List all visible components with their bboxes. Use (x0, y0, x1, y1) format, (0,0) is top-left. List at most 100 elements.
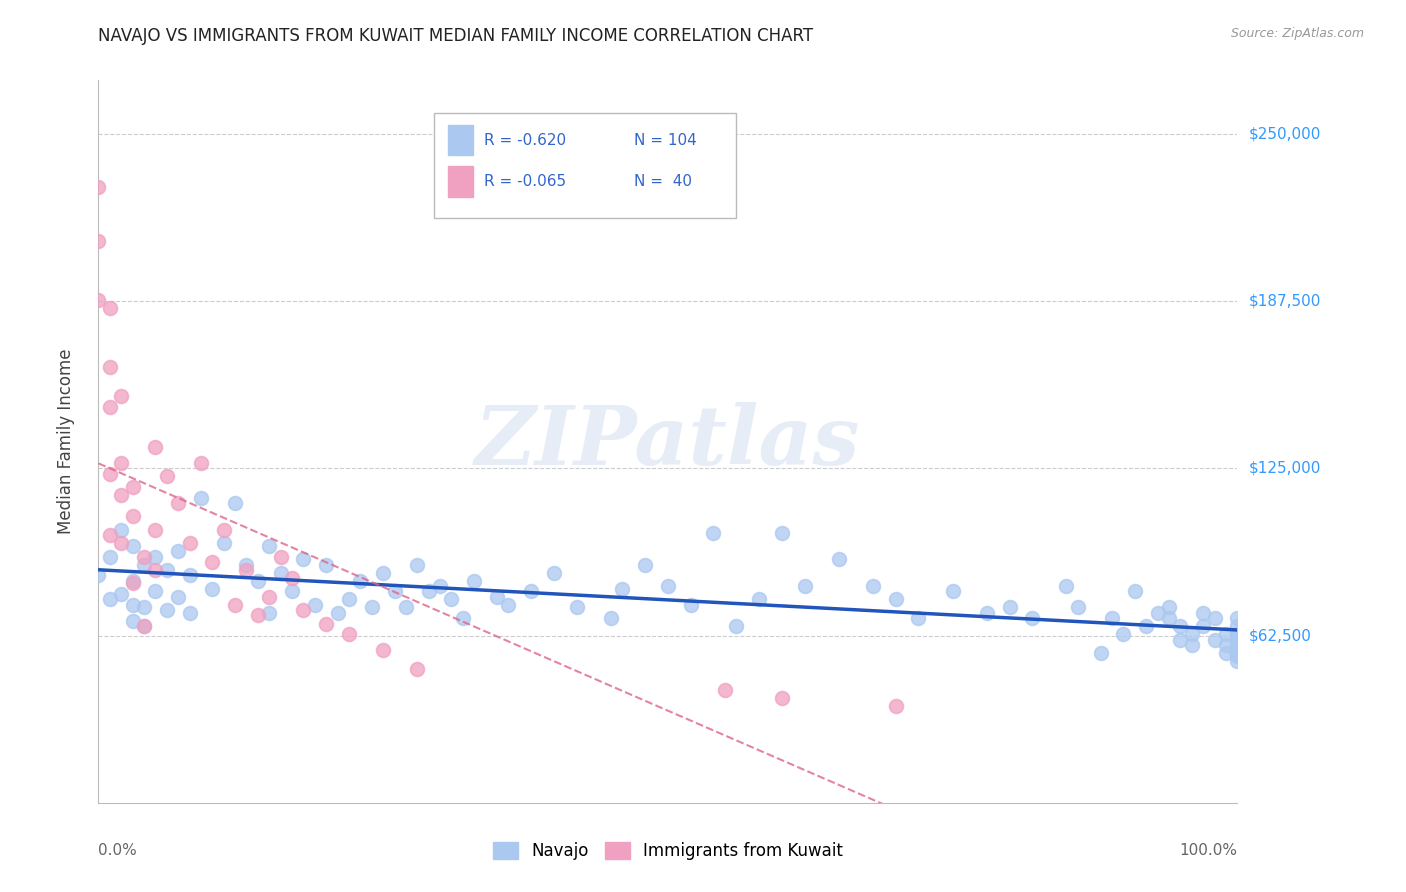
Point (132, 549, 155, 564)
Point (1226, 646, 1249, 660)
Point (179, 536, 201, 550)
Point (748, 592, 770, 607)
Point (1123, 584, 1146, 599)
Text: $250,000: $250,000 (1249, 127, 1320, 141)
Point (714, 683, 737, 698)
Point (145, 563, 167, 577)
Point (1112, 627, 1135, 641)
Point (884, 592, 907, 607)
Point (315, 558, 337, 572)
Text: NAVAJO VS IMMIGRANTS FROM KUWAIT MEDIAN FAMILY INCOME CORRELATION CHART: NAVAJO VS IMMIGRANTS FROM KUWAIT MEDIAN … (98, 27, 814, 45)
Point (110, 488, 132, 502)
Point (1226, 632, 1249, 647)
Point (156, 469, 179, 483)
Point (942, 584, 965, 599)
Point (235, 563, 257, 577)
Point (1226, 638, 1249, 652)
Point (862, 579, 884, 593)
Point (156, 563, 179, 577)
Point (884, 699, 907, 714)
Point (110, 536, 132, 550)
Point (121, 574, 143, 588)
Point (259, 590, 281, 604)
Point (98, 359, 121, 374)
Point (1226, 632, 1249, 647)
Point (121, 539, 143, 553)
Point (1157, 600, 1180, 615)
Point (87, 180, 110, 194)
Text: R = -0.620: R = -0.620 (485, 133, 567, 148)
Point (270, 549, 292, 564)
Point (657, 579, 679, 593)
Point (1157, 611, 1180, 625)
Text: Source: ZipAtlas.com: Source: ZipAtlas.com (1230, 27, 1364, 40)
Point (1215, 627, 1237, 641)
Text: $125,000: $125,000 (1249, 461, 1320, 475)
Point (600, 611, 623, 625)
Point (212, 523, 235, 537)
Point (98, 301, 121, 315)
Point (349, 574, 371, 588)
Point (1192, 619, 1215, 633)
Point (98, 549, 121, 564)
Point (190, 456, 212, 470)
Point (1090, 646, 1112, 660)
Point (132, 558, 155, 572)
Point (1021, 611, 1043, 625)
Point (998, 600, 1021, 615)
Point (315, 616, 337, 631)
Text: R = -0.065: R = -0.065 (485, 174, 567, 189)
Point (121, 509, 143, 524)
Text: N = 104: N = 104 (634, 133, 696, 148)
Point (1204, 611, 1226, 625)
Point (190, 491, 212, 505)
Point (907, 611, 929, 625)
Point (110, 389, 132, 403)
Point (1226, 648, 1249, 663)
Point (384, 584, 406, 599)
Y-axis label: Median Family Income: Median Family Income (56, 349, 75, 534)
Point (304, 598, 326, 612)
Point (259, 606, 281, 620)
FancyBboxPatch shape (434, 112, 737, 218)
Point (543, 566, 565, 580)
Point (121, 480, 143, 494)
Point (679, 598, 702, 612)
Point (440, 592, 463, 607)
Point (1181, 638, 1204, 652)
Point (224, 496, 246, 510)
Point (828, 552, 851, 566)
Text: 0.0%: 0.0% (98, 843, 138, 857)
Point (770, 525, 793, 540)
Point (429, 579, 451, 593)
Point (292, 552, 315, 566)
Text: $62,500: $62,500 (1249, 628, 1312, 643)
Point (132, 619, 155, 633)
FancyBboxPatch shape (449, 166, 472, 196)
Text: N =  40: N = 40 (634, 174, 692, 189)
Point (121, 598, 143, 612)
Point (145, 440, 167, 454)
Point (451, 611, 474, 625)
Point (1226, 627, 1249, 641)
Point (167, 496, 190, 510)
Point (1226, 646, 1249, 660)
Point (110, 523, 132, 537)
Point (246, 574, 269, 588)
FancyBboxPatch shape (449, 125, 472, 155)
Point (167, 590, 190, 604)
Point (121, 614, 143, 628)
Point (224, 598, 246, 612)
Point (132, 600, 155, 615)
Point (725, 619, 748, 633)
Point (281, 571, 304, 585)
Point (793, 579, 815, 593)
Point (1226, 638, 1249, 652)
Point (1192, 606, 1215, 620)
Point (110, 456, 132, 470)
Text: 100.0%: 100.0% (1180, 843, 1237, 857)
Point (121, 576, 143, 591)
Point (98, 467, 121, 481)
Point (702, 525, 724, 540)
Point (1215, 638, 1237, 652)
